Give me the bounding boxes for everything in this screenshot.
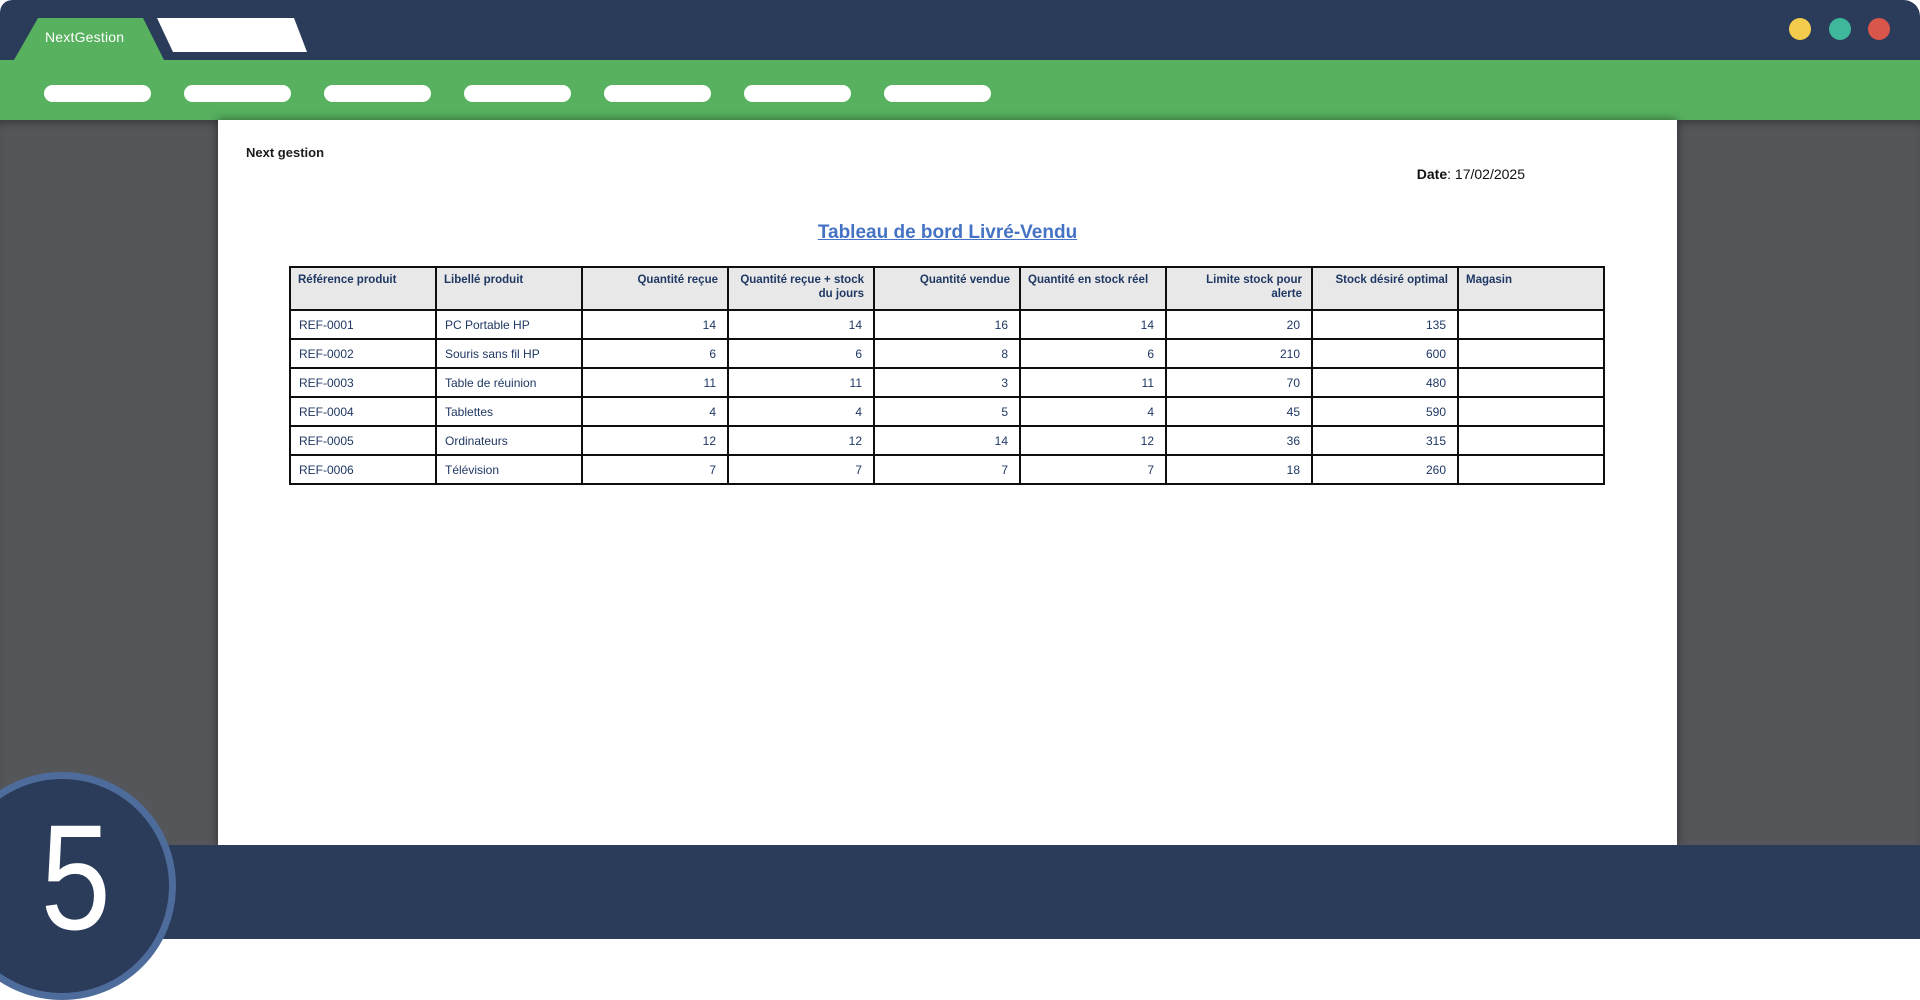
table-cell: 6 [1019,338,1167,369]
table-cell: 36 [1165,425,1313,456]
table-cell: Table de réuinion [435,367,583,398]
table-row: REF-0002 Souris sans fil HP 6 6 8 6 210 600 [289,338,1605,369]
table-body: REF-0001 PC Portable HP 14 14 16 14 20 135 REF-0… [289,309,1605,485]
bottom-bar [0,845,1920,939]
report-date: Date: 17/02/2025 [1417,166,1525,182]
table-cell: 12 [581,425,729,456]
table-cell: 135 [1311,309,1459,340]
nav-pill[interactable] [464,85,571,102]
table-cell: 7 [581,454,729,485]
table-cell: 14 [873,425,1021,456]
table-cell: 600 [1311,338,1459,369]
table-cell: REF-0003 [289,367,437,398]
table-cell: 7 [727,454,875,485]
nav-pill[interactable] [884,85,991,102]
table-cell: 11 [1019,367,1167,398]
table-cell: REF-0001 [289,309,437,340]
table-cell [1457,454,1605,485]
column-header: Quantité reçue [581,266,729,311]
table-cell: 8 [873,338,1021,369]
report-brand: Next gestion [246,145,325,160]
brand-tab[interactable]: NextGestion [14,18,164,60]
table-cell: 11 [727,367,875,398]
table-cell [1457,367,1605,398]
table-cell: 4 [1019,396,1167,427]
table-row: REF-0001 PC Portable HP 14 14 16 14 20 135 [289,309,1605,340]
table-cell: 12 [727,425,875,456]
table-cell: Ordinateurs [435,425,583,456]
nav-pill[interactable] [184,85,291,102]
table-row: REF-0004 Tablettes 4 4 5 4 45 590 [289,396,1605,427]
table-cell: 45 [1165,396,1313,427]
table-cell: 5 [873,396,1021,427]
table-cell: 12 [1019,425,1167,456]
close-button[interactable] [1868,18,1890,40]
table-cell: 14 [581,309,729,340]
table-cell: 3 [873,367,1021,398]
table-cell: 11 [581,367,729,398]
column-header: Limite stock pour alerte [1165,266,1313,311]
table-cell: 480 [1311,367,1459,398]
table-cell: 14 [727,309,875,340]
table-cell [1457,396,1605,427]
nav-pill[interactable] [44,85,151,102]
column-header: Référence produit [289,266,437,311]
table-row: REF-0003 Table de réuinion 11 11 3 11 70 480 [289,367,1605,398]
maximize-button[interactable] [1829,18,1851,40]
date-separator: : [1447,166,1455,182]
app-window: NextGestion Next gestion Date: 17/02/202… [0,0,1920,939]
table-cell: Tablettes [435,396,583,427]
column-header: Quantité en stock réel [1019,266,1167,311]
table-cell: 20 [1165,309,1313,340]
table-cell: 4 [727,396,875,427]
table-cell: 590 [1311,396,1459,427]
table-header: Référence produit Libellé produit Quantité… [289,266,1605,311]
table-cell: 260 [1311,454,1459,485]
column-header: Stock désiré optimal [1311,266,1459,311]
secondary-tab[interactable] [157,18,307,52]
table-cell: 210 [1165,338,1313,369]
table-cell: PC Portable HP [435,309,583,340]
table-cell: 18 [1165,454,1313,485]
nav-toolbar [0,60,1920,120]
nav-pill[interactable] [604,85,711,102]
table-cell: REF-0002 [289,338,437,369]
title-bar: NextGestion [0,0,1920,60]
table-row: REF-0005 Ordinateurs 12 12 14 12 36 315 [289,425,1605,456]
table-cell [1457,309,1605,340]
header-row: Référence produit Libellé produit Quantité… [289,266,1605,311]
table-cell: REF-0004 [289,396,437,427]
table-cell: REF-0005 [289,425,437,456]
column-header: Quantité vendue [873,266,1021,311]
table-row: REF-0006 Télévision 7 7 7 7 18 260 [289,454,1605,485]
table-cell: 7 [873,454,1021,485]
workspace: Next gestion Date: 17/02/2025 Tableau de… [0,120,1920,845]
nav-pill[interactable] [744,85,851,102]
column-header: Quantité reçue + stock du jours [727,266,875,311]
table-cell: 6 [727,338,875,369]
step-number: 5 [40,793,112,961]
table-cell: REF-0006 [289,454,437,485]
column-header: Libellé produit [435,266,583,311]
table-cell: 7 [1019,454,1167,485]
date-label: Date [1416,166,1448,182]
table-cell: Télévision [435,454,583,485]
table-cell: 4 [581,396,729,427]
table-cell: 14 [1019,309,1167,340]
stock-table: Référence produit Libellé produit Quantité… [289,266,1605,485]
table-cell: 315 [1311,425,1459,456]
table-cell: 6 [581,338,729,369]
table-cell: 16 [873,309,1021,340]
report-title-link[interactable]: Tableau de bord Livré-Vendu [817,222,1078,243]
table-cell [1457,425,1605,456]
nav-pill[interactable] [324,85,431,102]
brand-tab-label: NextGestion [45,29,125,45]
table-cell: 70 [1165,367,1313,398]
date-value: 17/02/2025 [1454,166,1525,182]
table-cell: Souris sans fil HP [435,338,583,369]
column-header: Magasin [1457,266,1605,311]
minimize-button[interactable] [1789,18,1811,40]
report-page: Next gestion Date: 17/02/2025 Tableau de… [218,120,1677,845]
table-cell [1457,338,1605,369]
